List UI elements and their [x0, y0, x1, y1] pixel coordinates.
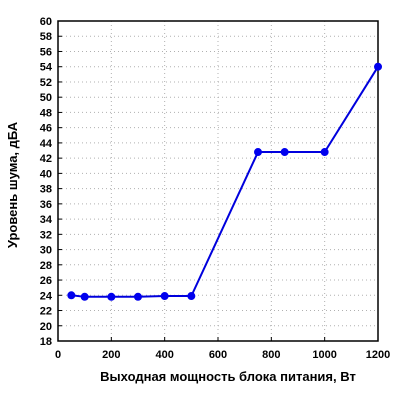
- y-tick-label: 20: [40, 321, 52, 333]
- grid: [58, 21, 378, 341]
- data-point: [134, 292, 142, 301]
- data-point: [160, 292, 169, 301]
- y-tick-label: 48: [40, 107, 52, 119]
- x-tick-label: 200: [102, 349, 120, 361]
- y-tick-label: 54: [40, 62, 53, 74]
- x-tick-label: 1200: [366, 349, 390, 361]
- y-tick-label: 22: [40, 306, 52, 318]
- series-line: [71, 66, 379, 298]
- y-tick-label: 28: [40, 260, 52, 272]
- y-tick-label: 18: [40, 336, 52, 348]
- y-tick-label: 52: [40, 77, 52, 89]
- y-axis-title: Уровень шума, дБА: [5, 121, 20, 248]
- data-point: [107, 292, 116, 301]
- y-tick-label: 36: [40, 199, 52, 211]
- x-tick-label: 1000: [312, 349, 336, 361]
- y-tick-label: 44: [40, 138, 53, 150]
- x-tick-label: 400: [155, 349, 173, 361]
- x-axis-ticks: 0 200 400 600 800 1000 1200: [55, 337, 390, 361]
- y-tick-label: 42: [40, 153, 52, 165]
- y-tick-label: 32: [40, 229, 52, 241]
- y-tick-label: 60: [40, 16, 52, 28]
- y-tick-label: 56: [40, 46, 52, 58]
- y-tick-label: 34: [40, 214, 53, 226]
- x-tick-label: 0: [55, 349, 61, 361]
- y-tick-label: 58: [40, 31, 52, 43]
- y-tick-label: 30: [40, 245, 52, 257]
- data-point: [254, 148, 262, 157]
- y-tick-label: 40: [40, 168, 52, 180]
- data-point: [374, 62, 382, 71]
- y-tick-label: 50: [40, 92, 52, 104]
- x-tick-label: 800: [262, 349, 280, 361]
- data-point: [67, 291, 76, 300]
- y-tick-label: 46: [40, 123, 52, 135]
- y-tick-label: 38: [40, 184, 52, 196]
- data-point: [320, 148, 329, 157]
- x-axis-title: Выходная мощность блока питания, Вт: [100, 369, 356, 384]
- data-point: [187, 292, 196, 301]
- data-point: [80, 292, 89, 301]
- y-tick-label: 24: [40, 290, 53, 302]
- data-point: [280, 148, 289, 157]
- y-tick-label: 26: [40, 275, 52, 287]
- series-layer: [67, 62, 382, 301]
- y-axis-ticks: 18 20 22 24 26 28 30 32 34 36 38 40 42 44 46 48 50 52 54 56…: [40, 16, 62, 348]
- x-tick-label: 600: [209, 349, 227, 361]
